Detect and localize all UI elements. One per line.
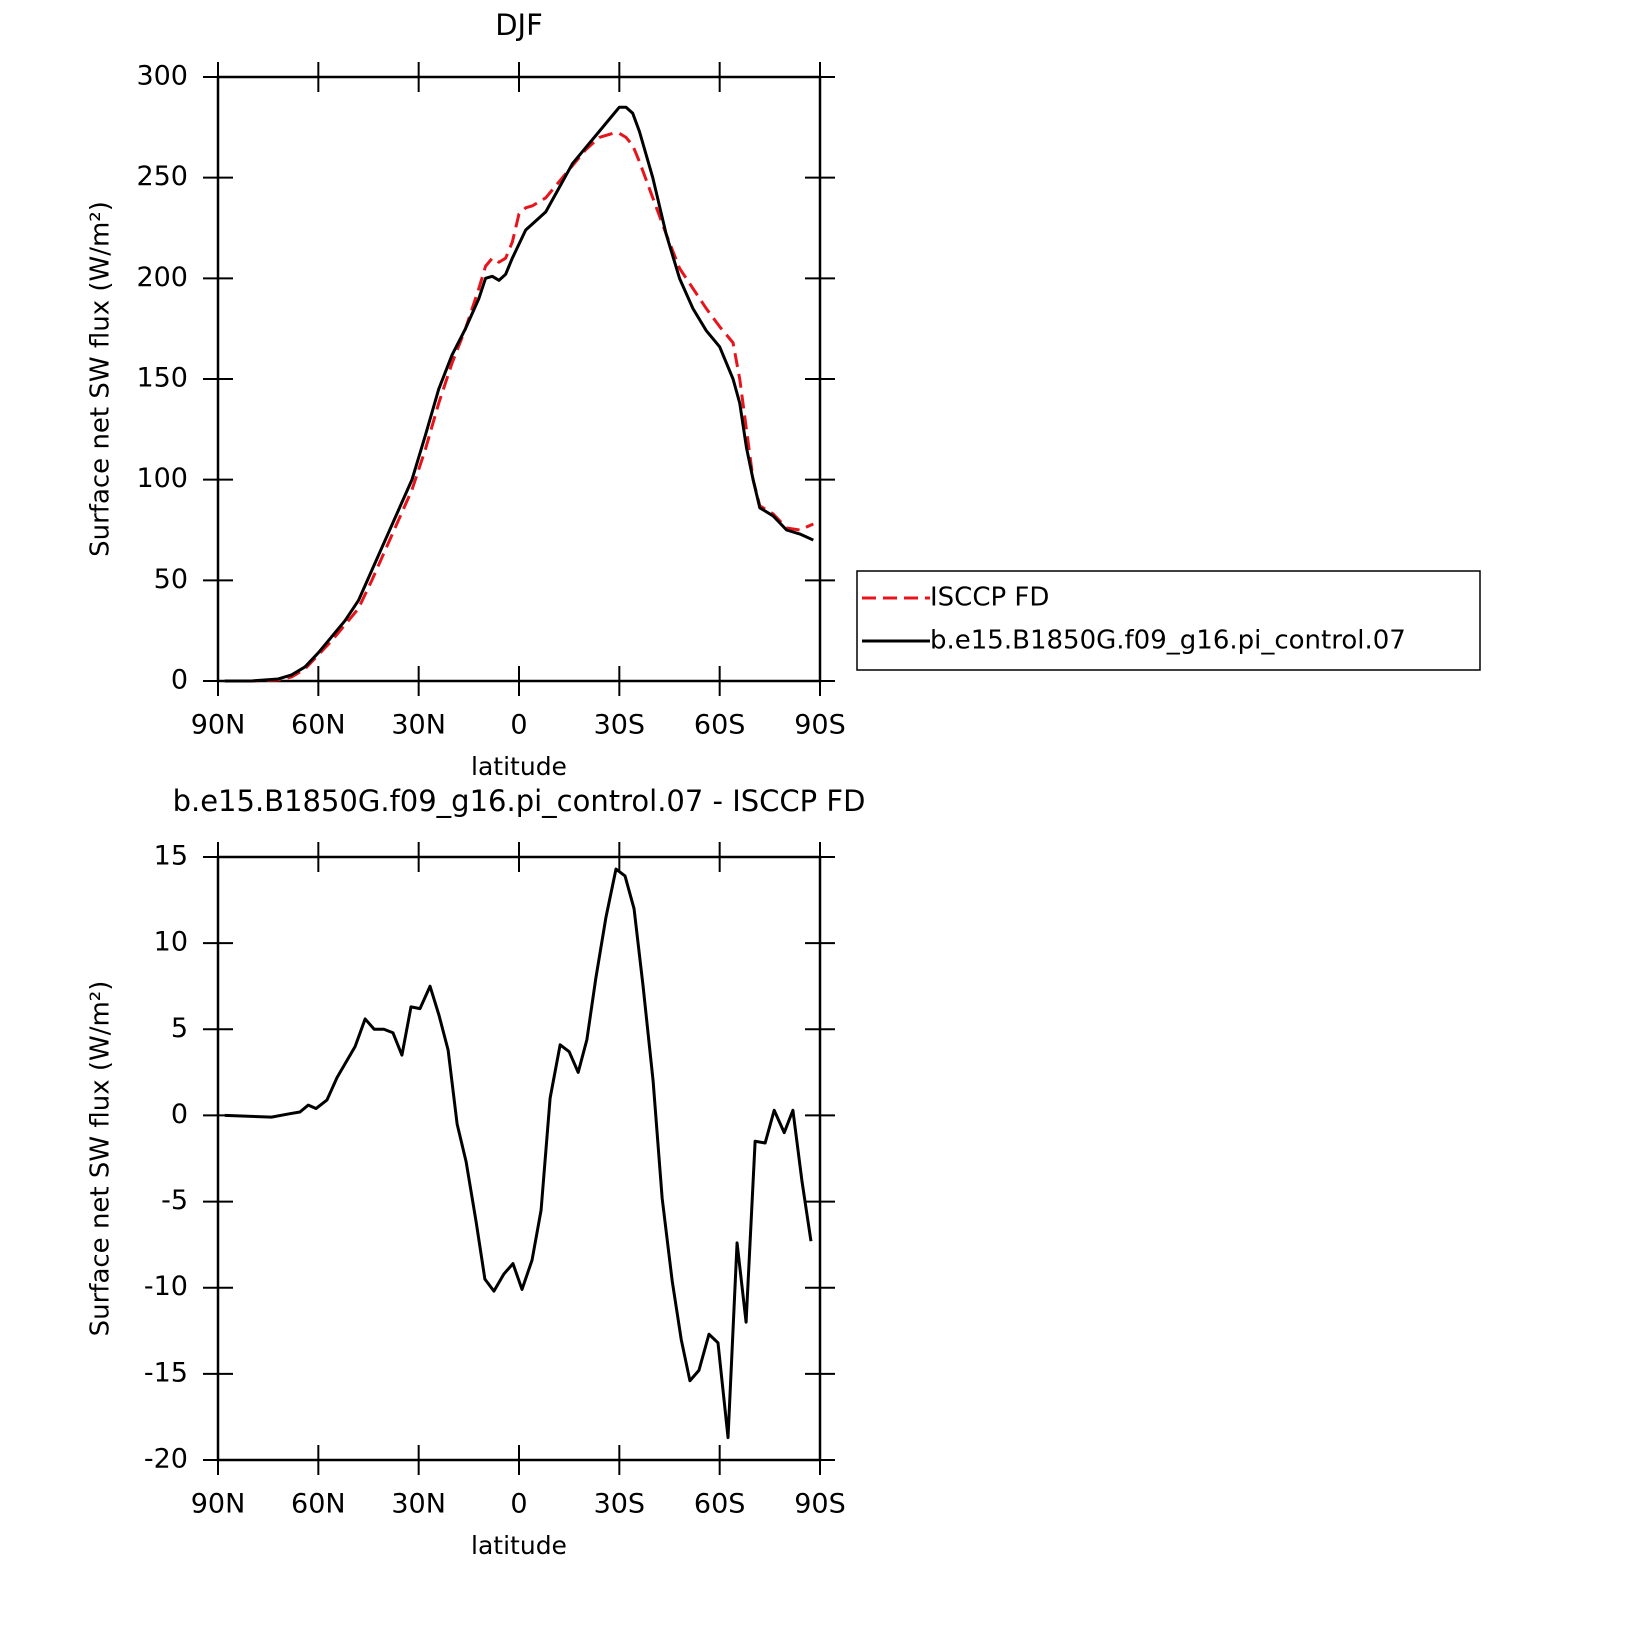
y-tick-label: 300 (136, 61, 188, 92)
y-tick-label: 150 (136, 363, 188, 394)
y-tick-label: 5 (171, 1013, 188, 1044)
x-tick-label: 60N (291, 710, 346, 741)
plot-frame (216, 75, 822, 683)
y-tick-label: -15 (144, 1357, 188, 1388)
y-tick-label: 15 (154, 841, 188, 872)
x-tick-label: 90S (794, 710, 846, 741)
data-line (224, 105, 814, 683)
y-tick-label: -10 (144, 1271, 188, 1302)
x-tick-label: 60N (291, 1489, 346, 1520)
x-axis-label: latitude (471, 1531, 567, 1560)
y-tick-label: 0 (171, 1099, 188, 1130)
x-tick-label: 30S (594, 710, 646, 741)
x-tick-label: 30S (594, 1489, 646, 1520)
plot-frame (216, 855, 822, 1462)
y-tick-label: 0 (171, 665, 188, 696)
y-axis-label: Surface net SW flux (W/m²) (86, 201, 116, 557)
x-tick-label: 0 (510, 1489, 527, 1520)
y-tick-label: 250 (136, 161, 188, 192)
y-axis-label: Surface net SW flux (W/m²) (86, 981, 116, 1337)
data-line (224, 867, 813, 1440)
y-tick-label: 200 (136, 262, 188, 293)
x-tick-label: 90N (191, 710, 246, 741)
legend-label: b.e15.B1850G.f09_g16.pi_control.07 (930, 626, 1406, 656)
y-tick-label: 10 (154, 927, 188, 958)
data-line (224, 131, 814, 683)
x-tick-label: 90S (794, 1489, 846, 1520)
x-tick-label: 60S (694, 1489, 746, 1520)
y-tick-label: -20 (144, 1444, 188, 1475)
y-tick-label: 100 (136, 463, 188, 494)
x-tick-label: 30N (391, 710, 446, 741)
x-tick-label: 60S (694, 710, 746, 741)
x-tick-label: 90N (191, 1489, 246, 1520)
legend-label: ISCCP FD (930, 583, 1049, 613)
x-axis-label: latitude (471, 752, 567, 781)
y-tick-label: 50 (154, 564, 188, 595)
legend-box (856, 570, 1481, 671)
x-tick-label: 30N (391, 1489, 446, 1520)
y-tick-label: -5 (161, 1185, 188, 1216)
x-tick-label: 0 (510, 710, 527, 741)
chart-title: b.e15.B1850G.f09_g16.pi_control.07 - ISC… (173, 784, 866, 818)
chart-title: DJF (495, 8, 543, 42)
